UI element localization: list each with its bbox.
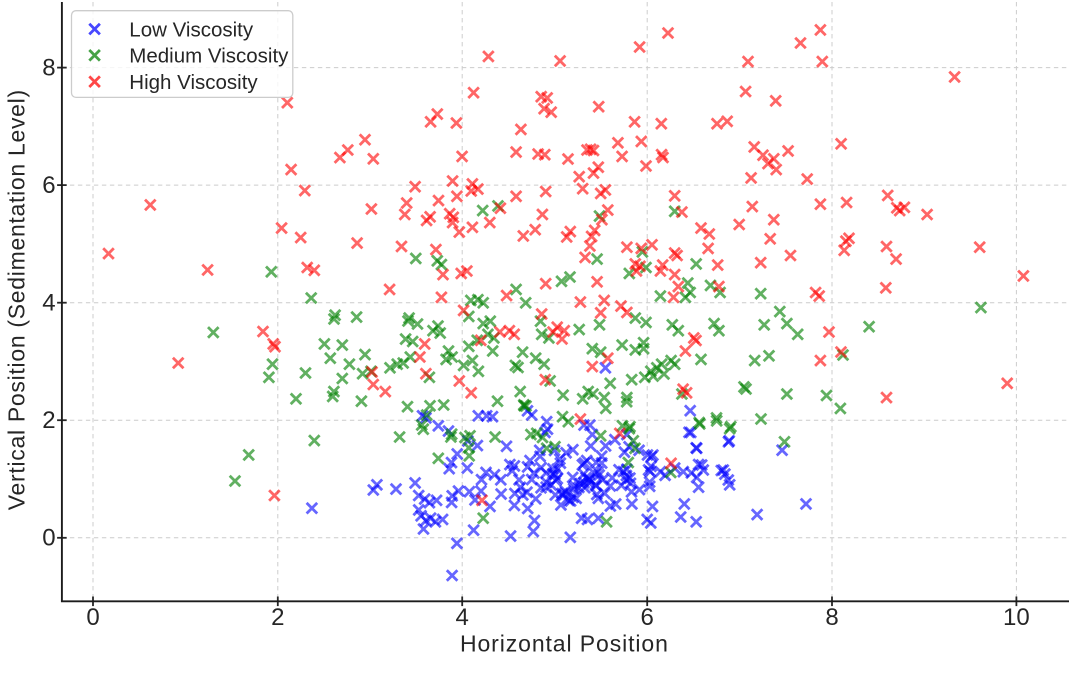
svg-text:2: 2 [271, 604, 284, 631]
svg-text:0: 0 [42, 525, 55, 552]
svg-text:8: 8 [42, 54, 55, 81]
svg-text:2: 2 [42, 407, 55, 434]
svg-text:Low Viscosity: Low Viscosity [129, 18, 254, 41]
svg-text:Horizontal Position: Horizontal Position [460, 631, 669, 657]
svg-text:8: 8 [825, 604, 838, 631]
svg-text:Vertical Position (Sedimentati: Vertical Position (Sedimentation Level) [4, 89, 30, 510]
svg-text:High Viscosity: High Viscosity [129, 71, 258, 94]
svg-text:4: 4 [456, 604, 469, 631]
svg-text:0: 0 [86, 604, 99, 631]
svg-text:6: 6 [641, 604, 654, 631]
svg-text:6: 6 [42, 172, 55, 199]
svg-text:Medium Viscosity: Medium Viscosity [129, 45, 289, 68]
svg-text:4: 4 [42, 289, 55, 316]
svg-text:10: 10 [1003, 604, 1030, 631]
